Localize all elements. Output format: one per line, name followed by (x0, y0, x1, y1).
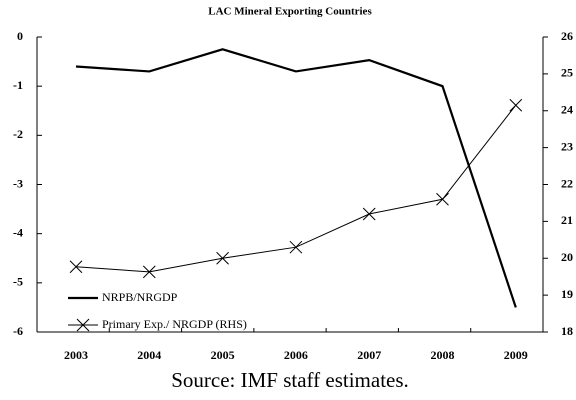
marker (436, 192, 449, 206)
marker (69, 260, 83, 274)
y2-tick-label: 19 (561, 287, 573, 301)
x-tick-label: 2007 (357, 348, 381, 362)
series-line (75, 48, 517, 308)
y-tick-label: -3 (13, 176, 23, 190)
marker (216, 251, 229, 265)
marker (142, 265, 156, 279)
y-tick-label: -6 (13, 324, 23, 338)
y2-tick-label: 18 (561, 324, 573, 338)
y2-tick-label: 26 (561, 29, 573, 43)
y-tick-label: -2 (13, 127, 23, 141)
legend-marker (76, 318, 90, 332)
y-tick-label: -4 (13, 225, 23, 239)
legend-label: NRPB/NRGDP (102, 290, 178, 304)
y-tick-label: 0 (17, 29, 23, 43)
x-tick-label: 2006 (284, 348, 308, 362)
y2-tick-label: 24 (561, 103, 573, 117)
marker (289, 240, 303, 254)
y2-tick-label: 20 (561, 250, 573, 264)
x-tick-label: 2004 (137, 348, 161, 362)
chart-subtitle: LAC Mineral Exporting Countries (208, 6, 372, 18)
legend-label: Primary Exp./ NRGDP (RHS) (102, 317, 247, 331)
x-tick-label: 2009 (504, 348, 528, 362)
source: Source: IMF staff estimates. (171, 368, 409, 392)
y-tick-label: -5 (13, 275, 23, 289)
y2-tick-label: 22 (561, 176, 573, 190)
y2-tick-label: 25 (561, 66, 573, 80)
y-tick-label: -1 (13, 78, 23, 92)
marker (362, 207, 376, 221)
x-tick-label: 2003 (64, 348, 88, 362)
y2-tick-label: 23 (561, 139, 573, 153)
y2-tick-label: 21 (561, 213, 573, 227)
x-tick-label: 2008 (431, 348, 455, 362)
marker (509, 98, 523, 112)
x-tick-label: 2005 (211, 348, 235, 362)
